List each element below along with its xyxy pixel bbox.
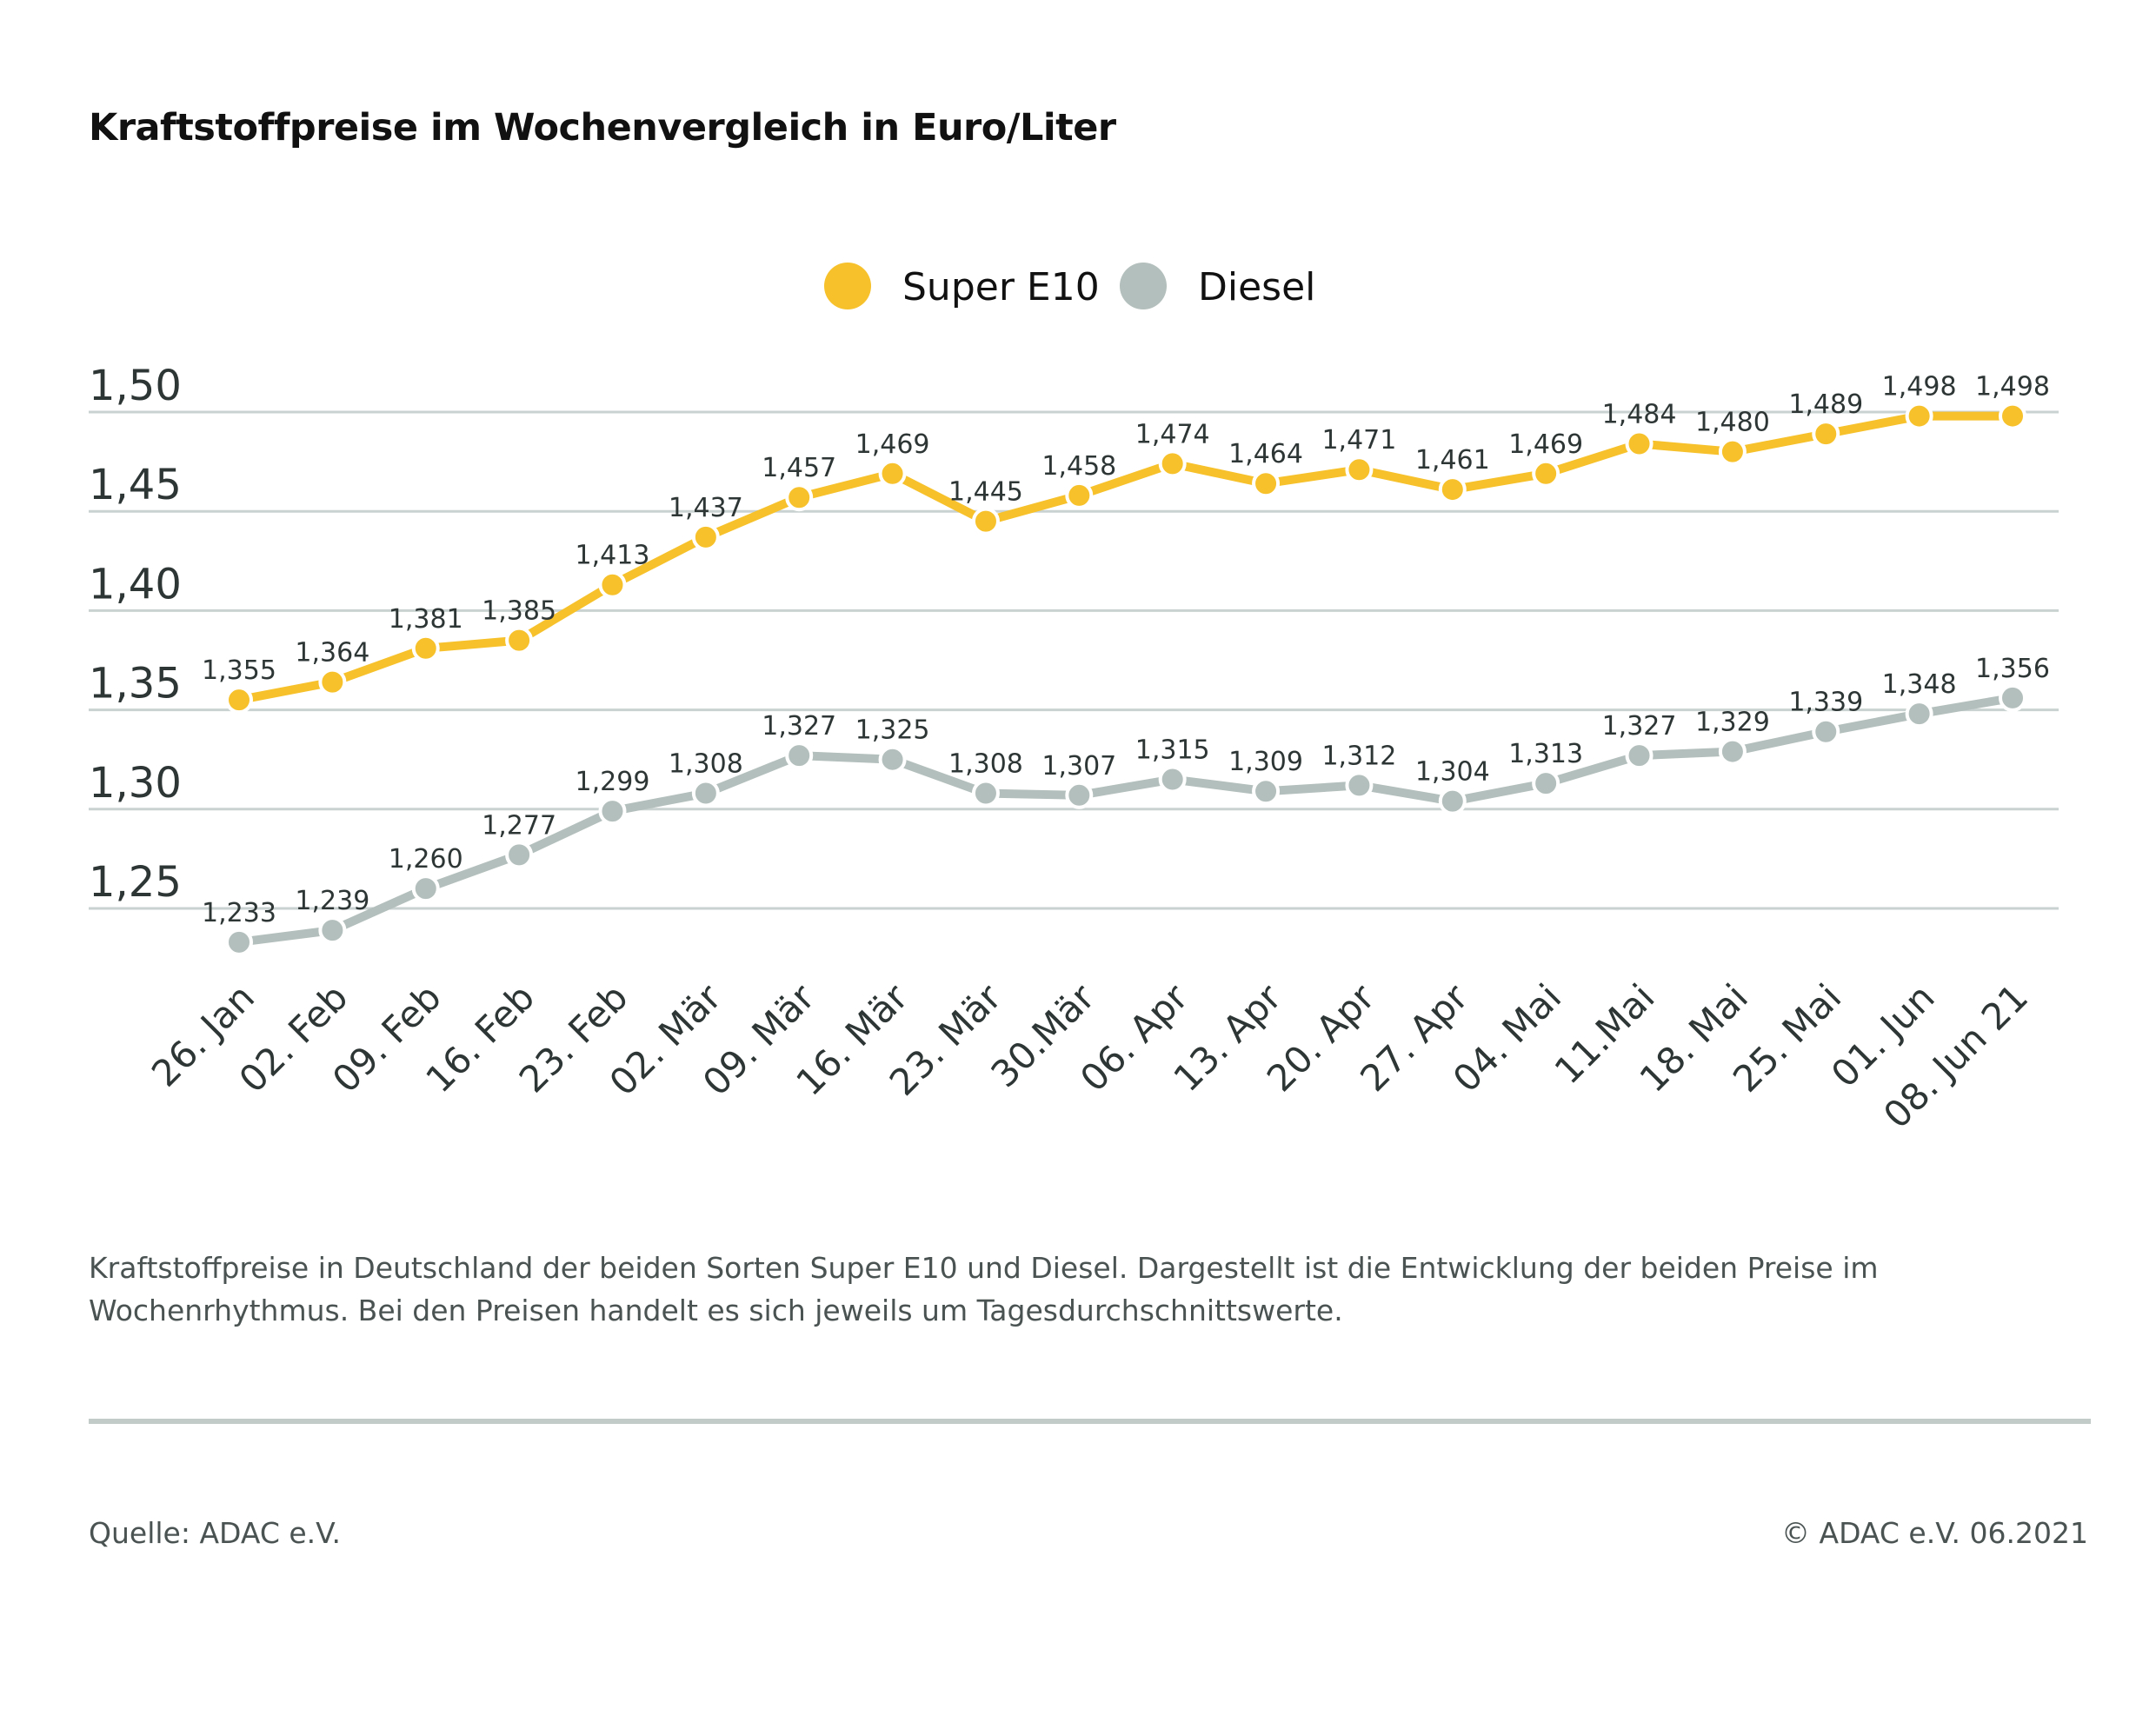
data-point [785, 742, 814, 770]
data-point [691, 779, 720, 808]
data-label: 1,308 [669, 749, 743, 780]
data-label: 1,315 [1135, 735, 1210, 766]
data-label: 1,277 [482, 810, 556, 841]
data-point [1252, 777, 1281, 806]
data-point [1625, 429, 1654, 458]
data-point [1438, 787, 1467, 815]
copyright-note: © ADAC e.V. 06.2021 [1781, 1516, 2088, 1550]
data-point [691, 522, 720, 551]
data-point [1532, 769, 1560, 798]
data-point [1065, 481, 1094, 509]
data-label: 1,445 [948, 477, 1023, 508]
series-line-super-e10 [238, 411, 2013, 705]
legend-marker-diesel [1120, 263, 1167, 309]
data-point [1812, 717, 1840, 746]
data-point [225, 686, 253, 715]
data-point [785, 483, 814, 512]
data-label: 1,364 [295, 638, 369, 668]
data-point [1905, 700, 1933, 728]
data-point [1625, 742, 1654, 770]
y-tick-label: 1,25 [89, 858, 182, 907]
data-point [1345, 771, 1374, 800]
data-point [1065, 781, 1094, 809]
chart-caption: Kraftstoffpreise in Deutschland der beid… [89, 1251, 1879, 1327]
data-point [1812, 420, 1840, 449]
data-point [1532, 459, 1560, 488]
series-line-diesel [238, 693, 2013, 947]
data-label: 1,464 [1228, 439, 1303, 469]
data-label: 1,498 [1975, 372, 2050, 402]
data-point [1438, 476, 1467, 504]
data-label: 1,484 [1602, 400, 1677, 430]
data-label: 1,325 [855, 715, 930, 746]
data-label: 1,469 [1508, 429, 1583, 460]
y-tick-label: 1,50 [89, 362, 182, 410]
y-tick-label: 1,35 [89, 660, 182, 708]
data-point [1718, 437, 1747, 466]
data-point [1345, 456, 1374, 484]
data-point [598, 797, 627, 826]
data-point [971, 507, 1000, 535]
data-point [505, 841, 534, 869]
data-label: 1,458 [1041, 451, 1116, 482]
data-label: 1,461 [1415, 445, 1490, 476]
data-label: 1,356 [1975, 654, 2050, 684]
data-label: 1,260 [389, 844, 463, 875]
data-label: 1,381 [389, 604, 463, 635]
source-note: Quelle: ADAC e.V. [89, 1516, 341, 1550]
data-label: 1,312 [1321, 741, 1396, 771]
data-label: 1,313 [1508, 739, 1583, 769]
data-label: 1,308 [948, 749, 1023, 780]
data-label: 1,469 [855, 429, 930, 460]
data-point [411, 875, 440, 903]
data-label: 1,498 [1882, 372, 1957, 402]
data-label: 1,239 [295, 886, 369, 916]
data-label: 1,327 [1602, 711, 1677, 742]
data-label: 1,304 [1415, 757, 1490, 788]
data-point [598, 570, 627, 599]
y-tick-label: 1,30 [89, 759, 182, 808]
legend-label: Super E10 [902, 265, 1100, 309]
data-point [878, 745, 907, 774]
data-label: 1,437 [669, 493, 743, 523]
data-label: 1,457 [762, 453, 836, 483]
data-point [878, 459, 907, 488]
divider [89, 1419, 2091, 1424]
data-point [1999, 683, 2026, 712]
legend-marker-super-e10 [824, 263, 871, 309]
data-label: 1,339 [1788, 688, 1863, 718]
data-point [505, 626, 534, 655]
data-label: 1,327 [762, 711, 836, 742]
line-chart: 1,25 1,30 1,35 1,40 1,45 1,50 Super E10 Diesel 1… [89, 263, 2059, 1136]
data-label: 1,233 [202, 898, 276, 928]
data-label: 1,348 [1882, 669, 1957, 700]
data-point [318, 668, 347, 696]
chart-title: Kraftstoffpreise im Wochenvergleich in E… [89, 106, 1116, 150]
data-label: 1,385 [482, 596, 556, 627]
data-label: 1,299 [576, 767, 650, 797]
legend-label: Diesel [1198, 265, 1315, 309]
data-point [318, 916, 347, 945]
data-label: 1,309 [1228, 747, 1303, 777]
data-label: 1,489 [1788, 389, 1863, 420]
data-label: 1,329 [1695, 708, 1770, 738]
data-point [971, 779, 1000, 808]
y-tick-label: 1,40 [89, 560, 182, 609]
data-point [1252, 469, 1281, 498]
data-label: 1,480 [1695, 408, 1770, 438]
data-point [1999, 402, 2026, 430]
data-label: 1,307 [1041, 751, 1116, 782]
data-label: 1,474 [1135, 419, 1210, 449]
data-label: 1,413 [576, 541, 650, 571]
data-point [1905, 402, 1933, 430]
data-point [1158, 449, 1187, 478]
data-point [1158, 765, 1187, 794]
data-label: 1,355 [202, 655, 276, 686]
data-point [225, 928, 253, 956]
data-point [1718, 737, 1747, 766]
data-point [411, 634, 440, 662]
data-label: 1,471 [1321, 425, 1396, 456]
y-tick-label: 1,45 [89, 461, 182, 509]
